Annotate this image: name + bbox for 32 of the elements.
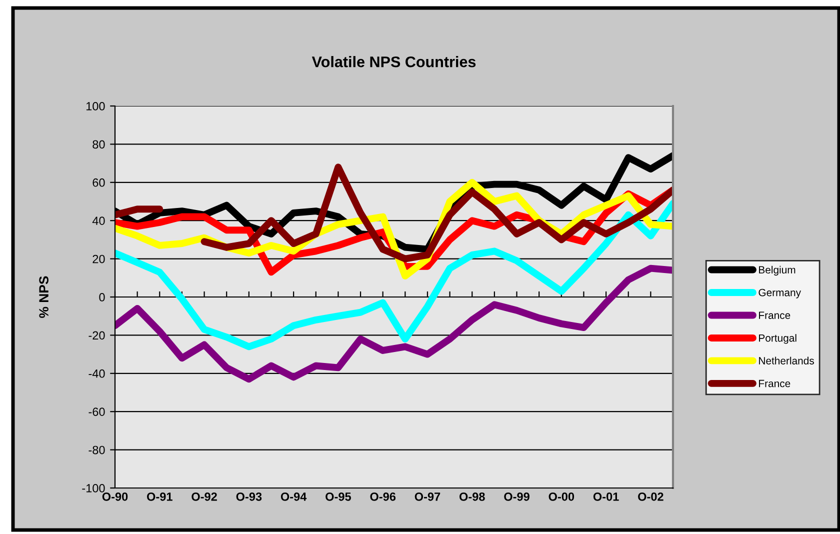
- y-tick-label: 20: [92, 254, 105, 264]
- x-tick-label: O-98: [459, 492, 485, 501]
- x-tick-label: O-90: [102, 492, 128, 501]
- x-tick-label: O-00: [548, 492, 574, 501]
- y-tick-label: 100: [86, 102, 105, 110]
- x-tick-label: O-95: [326, 492, 351, 501]
- chart-title: Volatile NPS Countries: [312, 56, 476, 68]
- y-tick-label: -100: [82, 484, 105, 492]
- x-tick-label: O-96: [370, 492, 396, 501]
- y-tick-label: 40: [92, 216, 105, 225]
- legend-label: France: [759, 380, 790, 388]
- legend-label: Belgium: [759, 266, 796, 276]
- y-axis-title: % NPS: [39, 276, 48, 318]
- x-tick-label: O-02: [638, 492, 664, 501]
- y-tick-label: -80: [88, 446, 105, 454]
- y-tick-label: 60: [92, 178, 105, 187]
- y-tick-label: 0: [99, 293, 105, 302]
- legend-label: Portugal: [759, 334, 796, 344]
- x-tick-label: O-93: [236, 492, 262, 501]
- y-tick-label: -40: [88, 369, 105, 378]
- x-tick-label: O-99: [504, 492, 530, 501]
- legend-label: Netherlands: [759, 356, 814, 364]
- legend-label: Germany: [758, 288, 802, 298]
- x-tick-label: O-94: [280, 492, 307, 501]
- y-tick-label: -60: [88, 408, 105, 416]
- y-tick-label: 80: [92, 140, 105, 149]
- x-tick-label: O-92: [192, 492, 217, 501]
- legend-label: France: [759, 312, 790, 319]
- x-tick-label: O-01: [593, 492, 619, 501]
- x-tick-label: O-97: [414, 492, 440, 501]
- y-tick-label: -20: [88, 331, 105, 340]
- x-tick-label: O-91: [147, 492, 172, 501]
